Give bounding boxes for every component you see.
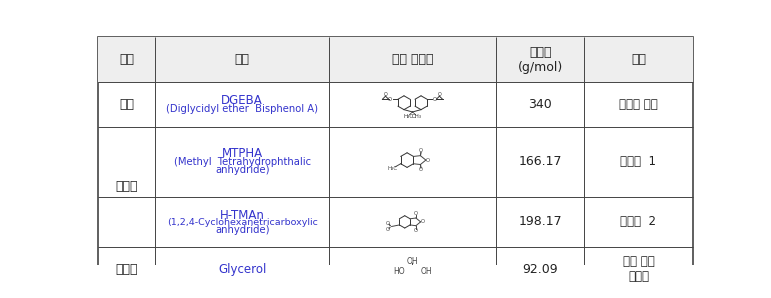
- Text: 분자량
(g/mol): 분자량 (g/mol): [517, 46, 563, 74]
- Text: 경화제: 경화제: [116, 180, 138, 193]
- Text: anhydride): anhydride): [215, 165, 269, 175]
- Text: 경화제  1: 경화제 1: [621, 155, 656, 168]
- Text: O: O: [438, 92, 441, 97]
- Text: 소재: 소재: [119, 53, 134, 66]
- Text: DGEBA: DGEBA: [221, 94, 263, 106]
- Text: H₃C: H₃C: [388, 166, 398, 171]
- Text: Glycerol: Glycerol: [218, 263, 267, 276]
- Text: (Diglycidyl ether  Bisphenol A): (Diglycidyl ether Bisphenol A): [167, 104, 318, 114]
- Text: 첨가제: 첨가제: [116, 263, 138, 276]
- Text: 용도: 용도: [631, 53, 646, 66]
- Text: O: O: [433, 97, 437, 102]
- Text: O: O: [384, 92, 387, 97]
- Text: O: O: [419, 148, 423, 153]
- Text: CH₃: CH₃: [411, 114, 422, 119]
- Text: O: O: [386, 221, 390, 226]
- Text: O: O: [386, 227, 390, 232]
- Text: OH: OH: [420, 266, 432, 276]
- Text: O: O: [420, 219, 425, 224]
- Text: 개환 반응
촉진제: 개환 반응 촉진제: [623, 255, 655, 283]
- Text: (1,2,4-Cyclohexanetricarboxylic: (1,2,4-Cyclohexanetricarboxylic: [167, 218, 318, 227]
- Text: 명칭: 명칭: [234, 53, 250, 66]
- Text: (Methyl  Tetrahydrophthalic: (Methyl Tetrahydrophthalic: [173, 157, 311, 167]
- Text: O: O: [414, 228, 418, 233]
- Text: 166.17: 166.17: [518, 155, 562, 168]
- Text: O: O: [414, 211, 418, 216]
- Text: 주재: 주재: [119, 98, 134, 111]
- Text: O: O: [388, 97, 392, 102]
- Text: 에폭시 주재: 에폭시 주재: [619, 98, 658, 111]
- Bar: [98, 37, 692, 82]
- Text: O: O: [426, 158, 429, 163]
- Text: 화학 구조식: 화학 구조식: [392, 53, 433, 66]
- Text: OH: OH: [406, 257, 419, 266]
- Text: H-TMAn: H-TMAn: [220, 209, 264, 222]
- Text: 92.09: 92.09: [523, 263, 558, 276]
- Text: 경화제  2: 경화제 2: [621, 215, 656, 228]
- Text: 340: 340: [528, 98, 552, 111]
- Text: O: O: [419, 167, 423, 172]
- Text: H₃C: H₃C: [403, 114, 414, 119]
- Text: HO: HO: [393, 266, 405, 276]
- Text: anhydride): anhydride): [215, 225, 269, 235]
- Text: 198.17: 198.17: [518, 215, 562, 228]
- Text: MTPHA: MTPHA: [221, 147, 263, 160]
